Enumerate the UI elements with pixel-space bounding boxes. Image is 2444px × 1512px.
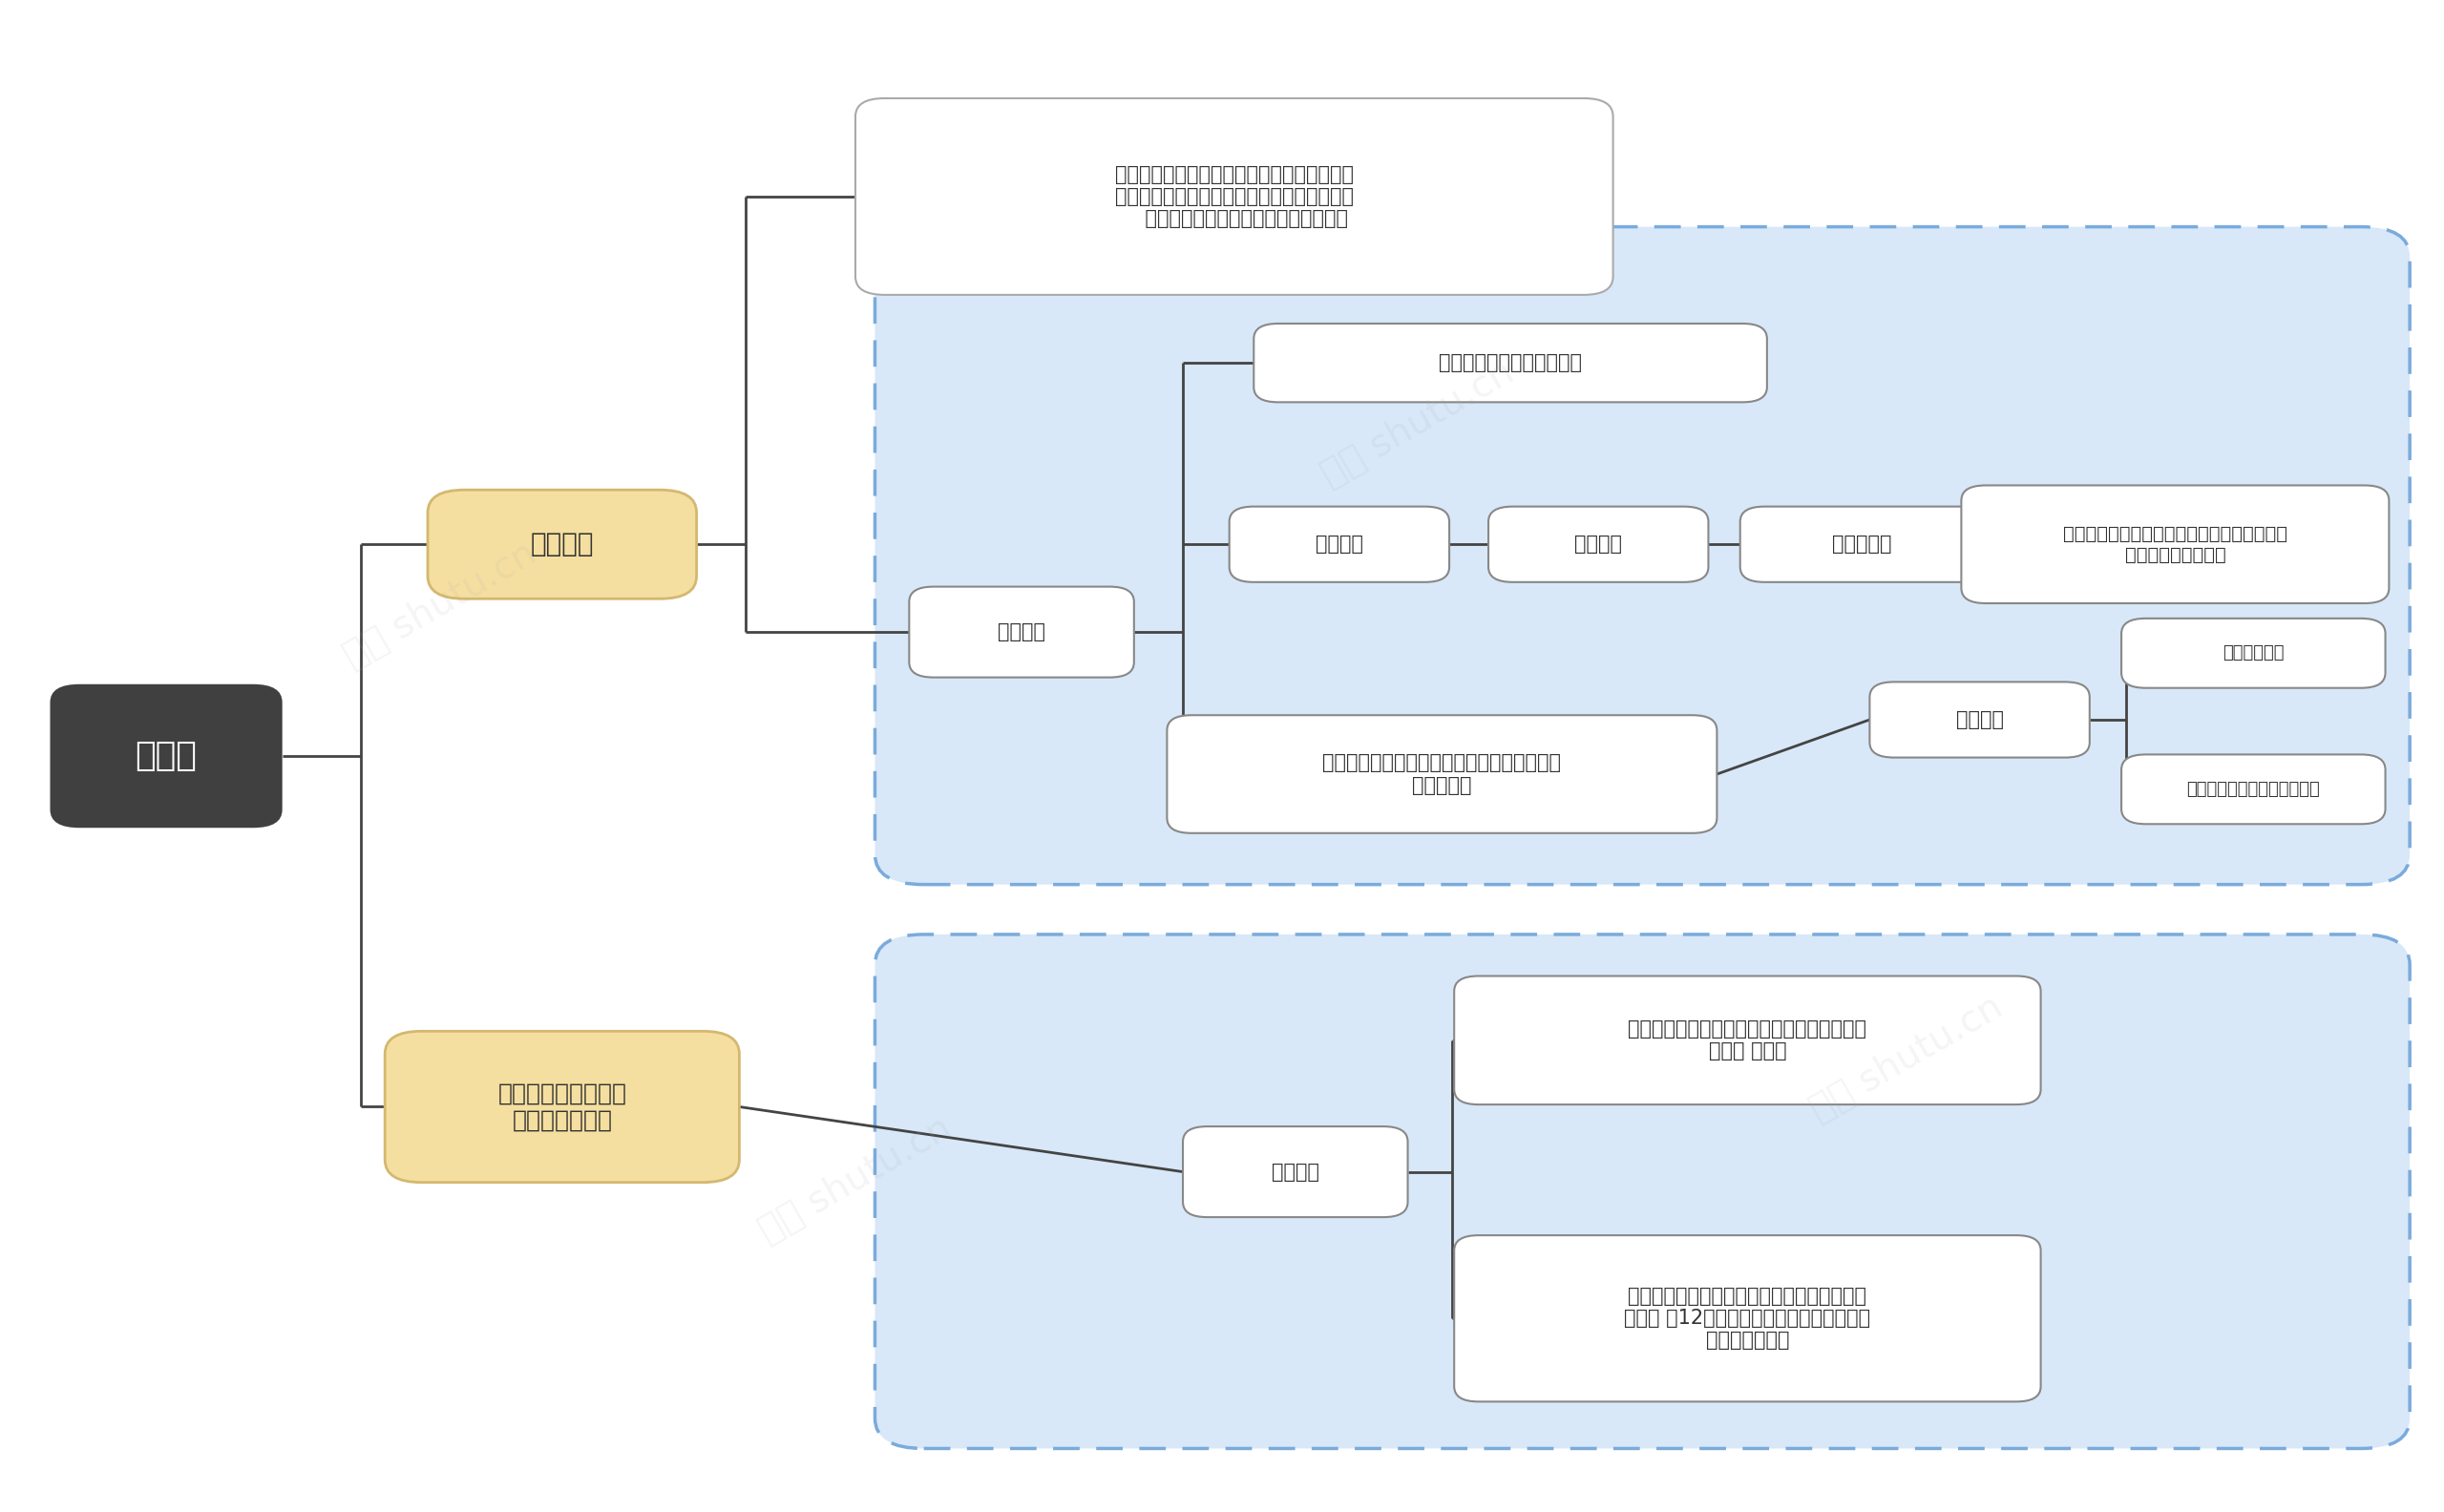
FancyBboxPatch shape (1454, 1235, 2041, 1402)
FancyBboxPatch shape (51, 683, 284, 829)
Text: 从重、加重处罚情节
（刑十一修改）: 从重、加重处罚情节 （刑十一修改） (499, 1083, 626, 1131)
FancyBboxPatch shape (1740, 507, 1985, 582)
FancyBboxPatch shape (855, 98, 1613, 295)
Text: 与幼女发生性交的行为，即使征得其同意，也
构成强 奸罪。: 与幼女发生性交的行为，即使征得其同意，也 构成强 奸罪。 (1628, 1019, 1867, 1061)
Text: 实行行为: 实行行为 (997, 623, 1046, 641)
Text: 乙基于恐惧心理答应不发要求: 乙基于恐惧心理答应不发要求 (2187, 780, 2319, 798)
Text: 以恶害相通告: 以恶害相通告 (2222, 644, 2285, 662)
FancyBboxPatch shape (1168, 715, 1718, 833)
FancyBboxPatch shape (1454, 977, 2041, 1104)
FancyBboxPatch shape (386, 1031, 738, 1182)
Text: 树图 shutu.cn: 树图 shutu.cn (1804, 989, 2009, 1128)
FancyBboxPatch shape (1870, 682, 2090, 758)
Text: 事实错误会导致妇女的承诺无效，但动机错误
不影响妇女的承诺。: 事实错误会导致妇女的承诺无效，但动机错误 不影响妇女的承诺。 (2063, 525, 2288, 564)
Text: 其他手段: 其他手段 (1315, 535, 1364, 553)
Text: 一是暴力、胁迫或其他强制手段，是妇女无法
、不能反抗: 一是暴力、胁迫或其他强制手段，是妇女无法 、不能反抗 (1322, 753, 1562, 795)
Text: 强奸罪: 强奸罪 (134, 739, 198, 773)
FancyBboxPatch shape (2121, 754, 2385, 824)
FancyBboxPatch shape (2121, 618, 2385, 688)
FancyBboxPatch shape (1254, 324, 1767, 402)
Text: 树图 shutu.cn: 树图 shutu.cn (1315, 354, 1520, 493)
FancyBboxPatch shape (1229, 507, 1449, 582)
Text: 树图 shutu.cn: 树图 shutu.cn (337, 535, 543, 674)
FancyBboxPatch shape (428, 490, 697, 599)
Text: 昏醉强奸: 昏醉强奸 (1574, 535, 1623, 553)
Text: 树图 shutu.cn: 树图 shutu.cn (753, 1110, 958, 1249)
Text: 奸淫幼女: 奸淫幼女 (1271, 1163, 1320, 1181)
Text: 构成要件: 构成要件 (530, 531, 594, 558)
Text: 欺骗型强奸: 欺骗型强奸 (1833, 535, 1892, 553)
FancyBboxPatch shape (875, 227, 2410, 885)
Text: 要求主观上明知对方是幼女。司法解释规定，
对于不 满12周岁的幼女，强行推定行为人明
知对方是幼女。: 要求主观上明知对方是幼女。司法解释规定， 对于不 满12周岁的幼女，强行推定行为… (1625, 1287, 1870, 1350)
Text: 行为主体：单独直接实行犯只能是男子。妇女
可以成为强奸罪的教唆犯、帮助犯、间接正犯
    和共同正犯。强奸罪不是真正身份犯。: 行为主体：单独直接实行犯只能是男子。妇女 可以成为强奸罪的教唆犯、帮助犯、间接正… (1114, 165, 1354, 228)
FancyBboxPatch shape (875, 934, 2410, 1448)
FancyBboxPatch shape (1183, 1126, 1408, 1217)
FancyBboxPatch shape (909, 587, 1134, 677)
FancyBboxPatch shape (1488, 507, 1708, 582)
Text: 胁迫手段: 胁迫手段 (1955, 711, 2004, 729)
FancyBboxPatch shape (1963, 485, 2390, 603)
Text: 二是奸淫行为（性交行为）: 二是奸淫行为（性交行为） (1440, 354, 1581, 372)
